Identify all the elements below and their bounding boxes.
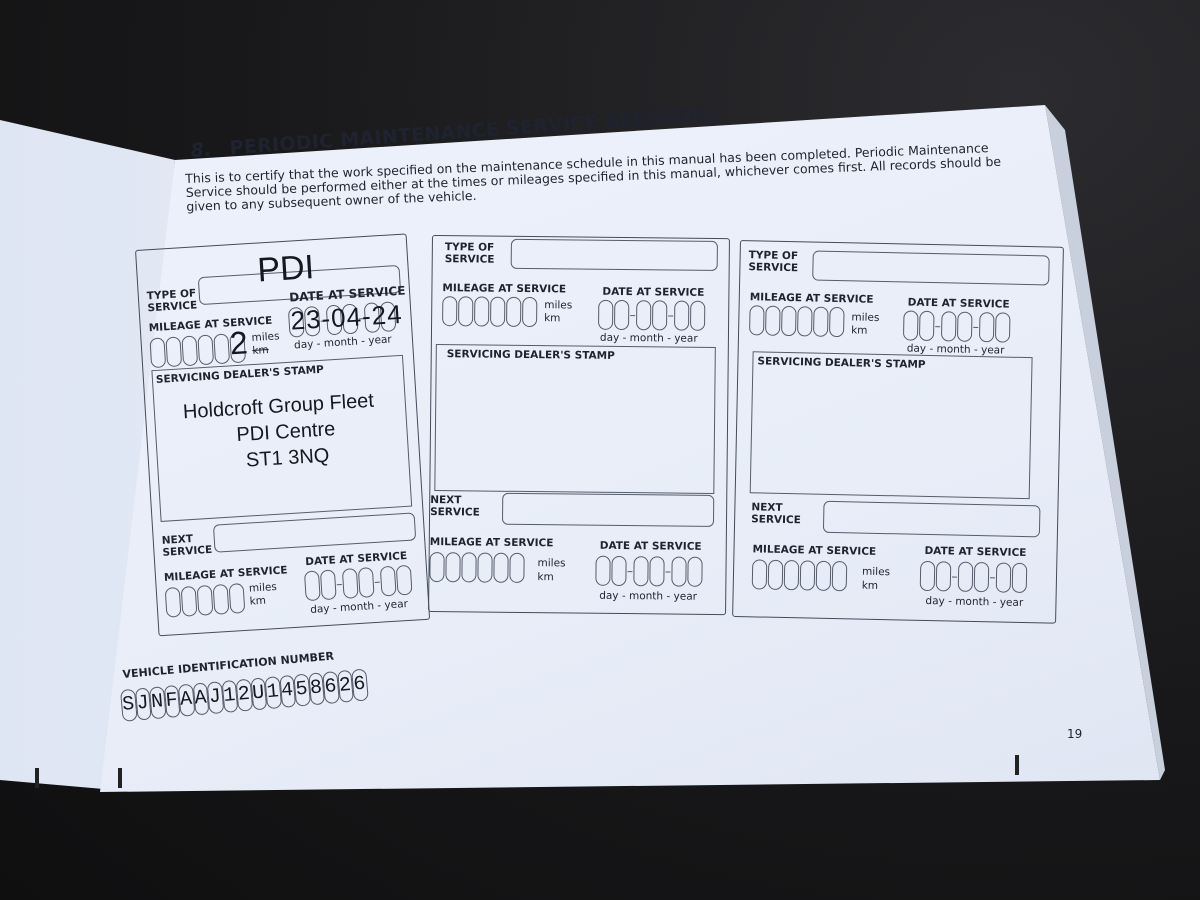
- next-miles-unit: miles: [861, 565, 891, 579]
- next-date-format: day - month - year: [925, 594, 1024, 610]
- page-number: 19: [1067, 727, 1083, 741]
- next-miles-unit: miles: [248, 580, 278, 595]
- km-unit: km: [252, 344, 270, 358]
- section-number: 8.: [190, 138, 213, 162]
- dealer-stamp-box: SERVICING DEALER'S STAMP: [749, 351, 1033, 500]
- service-record-1: TYPE OF SERVICE PDI MILEAGE AT SERVICE 2…: [135, 233, 431, 637]
- page-marker: [118, 768, 122, 788]
- next-miles-unit: miles: [537, 557, 566, 570]
- type-of-service-label: TYPE OF SERVICE: [748, 249, 799, 275]
- date-format: day - month - year: [599, 331, 698, 345]
- next-date-cells[interactable]: [595, 555, 703, 587]
- date-label: DATE AT SERVICE: [907, 296, 1010, 311]
- mileage-cells[interactable]: [442, 296, 538, 328]
- type-of-service-label: TYPE OF SERVICE: [146, 287, 198, 315]
- next-service-field[interactable]: [822, 500, 1041, 538]
- service-record-3: TYPE OF SERVICE MILEAGE AT SERVICE miles…: [732, 240, 1064, 624]
- next-service-field[interactable]: [501, 492, 715, 527]
- page-marker: [1015, 755, 1019, 775]
- date-label: DATE AT SERVICE: [602, 285, 705, 299]
- type-of-service-field[interactable]: [812, 250, 1050, 286]
- miles-unit: miles: [251, 330, 280, 345]
- mileage-value: 2: [228, 324, 249, 362]
- stamp-line-1: Holdcroft Group Fleet: [182, 389, 375, 424]
- date-cells[interactable]: [598, 299, 706, 331]
- mileage-cells[interactable]: [749, 305, 845, 338]
- next-mileage-label: MILEAGE AT SERVICE: [752, 543, 877, 558]
- next-service-label: NEXT SERVICE: [161, 533, 213, 559]
- next-mileage-cells[interactable]: [751, 559, 848, 592]
- date-cells[interactable]: [902, 310, 1011, 343]
- mileage-label: MILEAGE AT SERVICE: [442, 282, 567, 296]
- page-marker: [35, 768, 39, 788]
- next-km-unit: km: [537, 571, 554, 584]
- type-of-service-label: TYPE OF SERVICE: [444, 241, 495, 266]
- km-unit: km: [851, 324, 868, 337]
- next-date-format: day - month - year: [599, 589, 698, 603]
- mileage-label: MILEAGE AT SERVICE: [749, 291, 874, 306]
- next-km-unit: km: [249, 594, 267, 608]
- stamp-line-2: PDI Centre: [235, 418, 336, 447]
- next-km-unit: km: [861, 579, 879, 592]
- dealer-stamp-box: SERVICING DEALER'S STAMP: [434, 344, 716, 494]
- next-date-label: DATE AT SERVICE: [924, 544, 1027, 560]
- service-record-2: TYPE OF SERVICE MILEAGE AT SERVICE miles…: [428, 235, 730, 616]
- next-date-cells[interactable]: [919, 560, 1028, 594]
- dealer-stamp-label: SERVICING DEALER'S STAMP: [155, 363, 325, 386]
- next-date-label: DATE AT SERVICE: [599, 539, 702, 553]
- dealer-stamp-label: SERVICING DEALER'S STAMP: [446, 348, 615, 362]
- type-of-service-field[interactable]: [510, 238, 718, 271]
- next-service-label: NEXT SERVICE: [430, 493, 480, 519]
- next-date-cells[interactable]: [303, 564, 413, 602]
- stamp-line-3: ST1 3NQ: [245, 444, 330, 472]
- next-mileage-label: MILEAGE AT SERVICE: [429, 535, 554, 550]
- next-service-label: NEXT SERVICE: [751, 501, 802, 527]
- next-service-field[interactable]: [212, 512, 417, 553]
- next-date-format: day - month - year: [309, 598, 409, 616]
- km-unit: km: [544, 312, 561, 325]
- type-of-service-value: PDI: [256, 248, 316, 290]
- miles-unit: miles: [851, 311, 880, 324]
- next-mileage-cells[interactable]: [164, 582, 246, 618]
- dealer-stamp-box: SERVICING DEALER'S STAMP Holdcroft Group…: [151, 354, 413, 522]
- miles-unit: miles: [544, 299, 573, 312]
- section-title: PERIODIC MAINTENANCE SERVICE RECORDS: [228, 103, 710, 160]
- next-mileage-cells[interactable]: [429, 551, 525, 583]
- dealer-stamp-label: SERVICING DEALER'S STAMP: [757, 355, 926, 371]
